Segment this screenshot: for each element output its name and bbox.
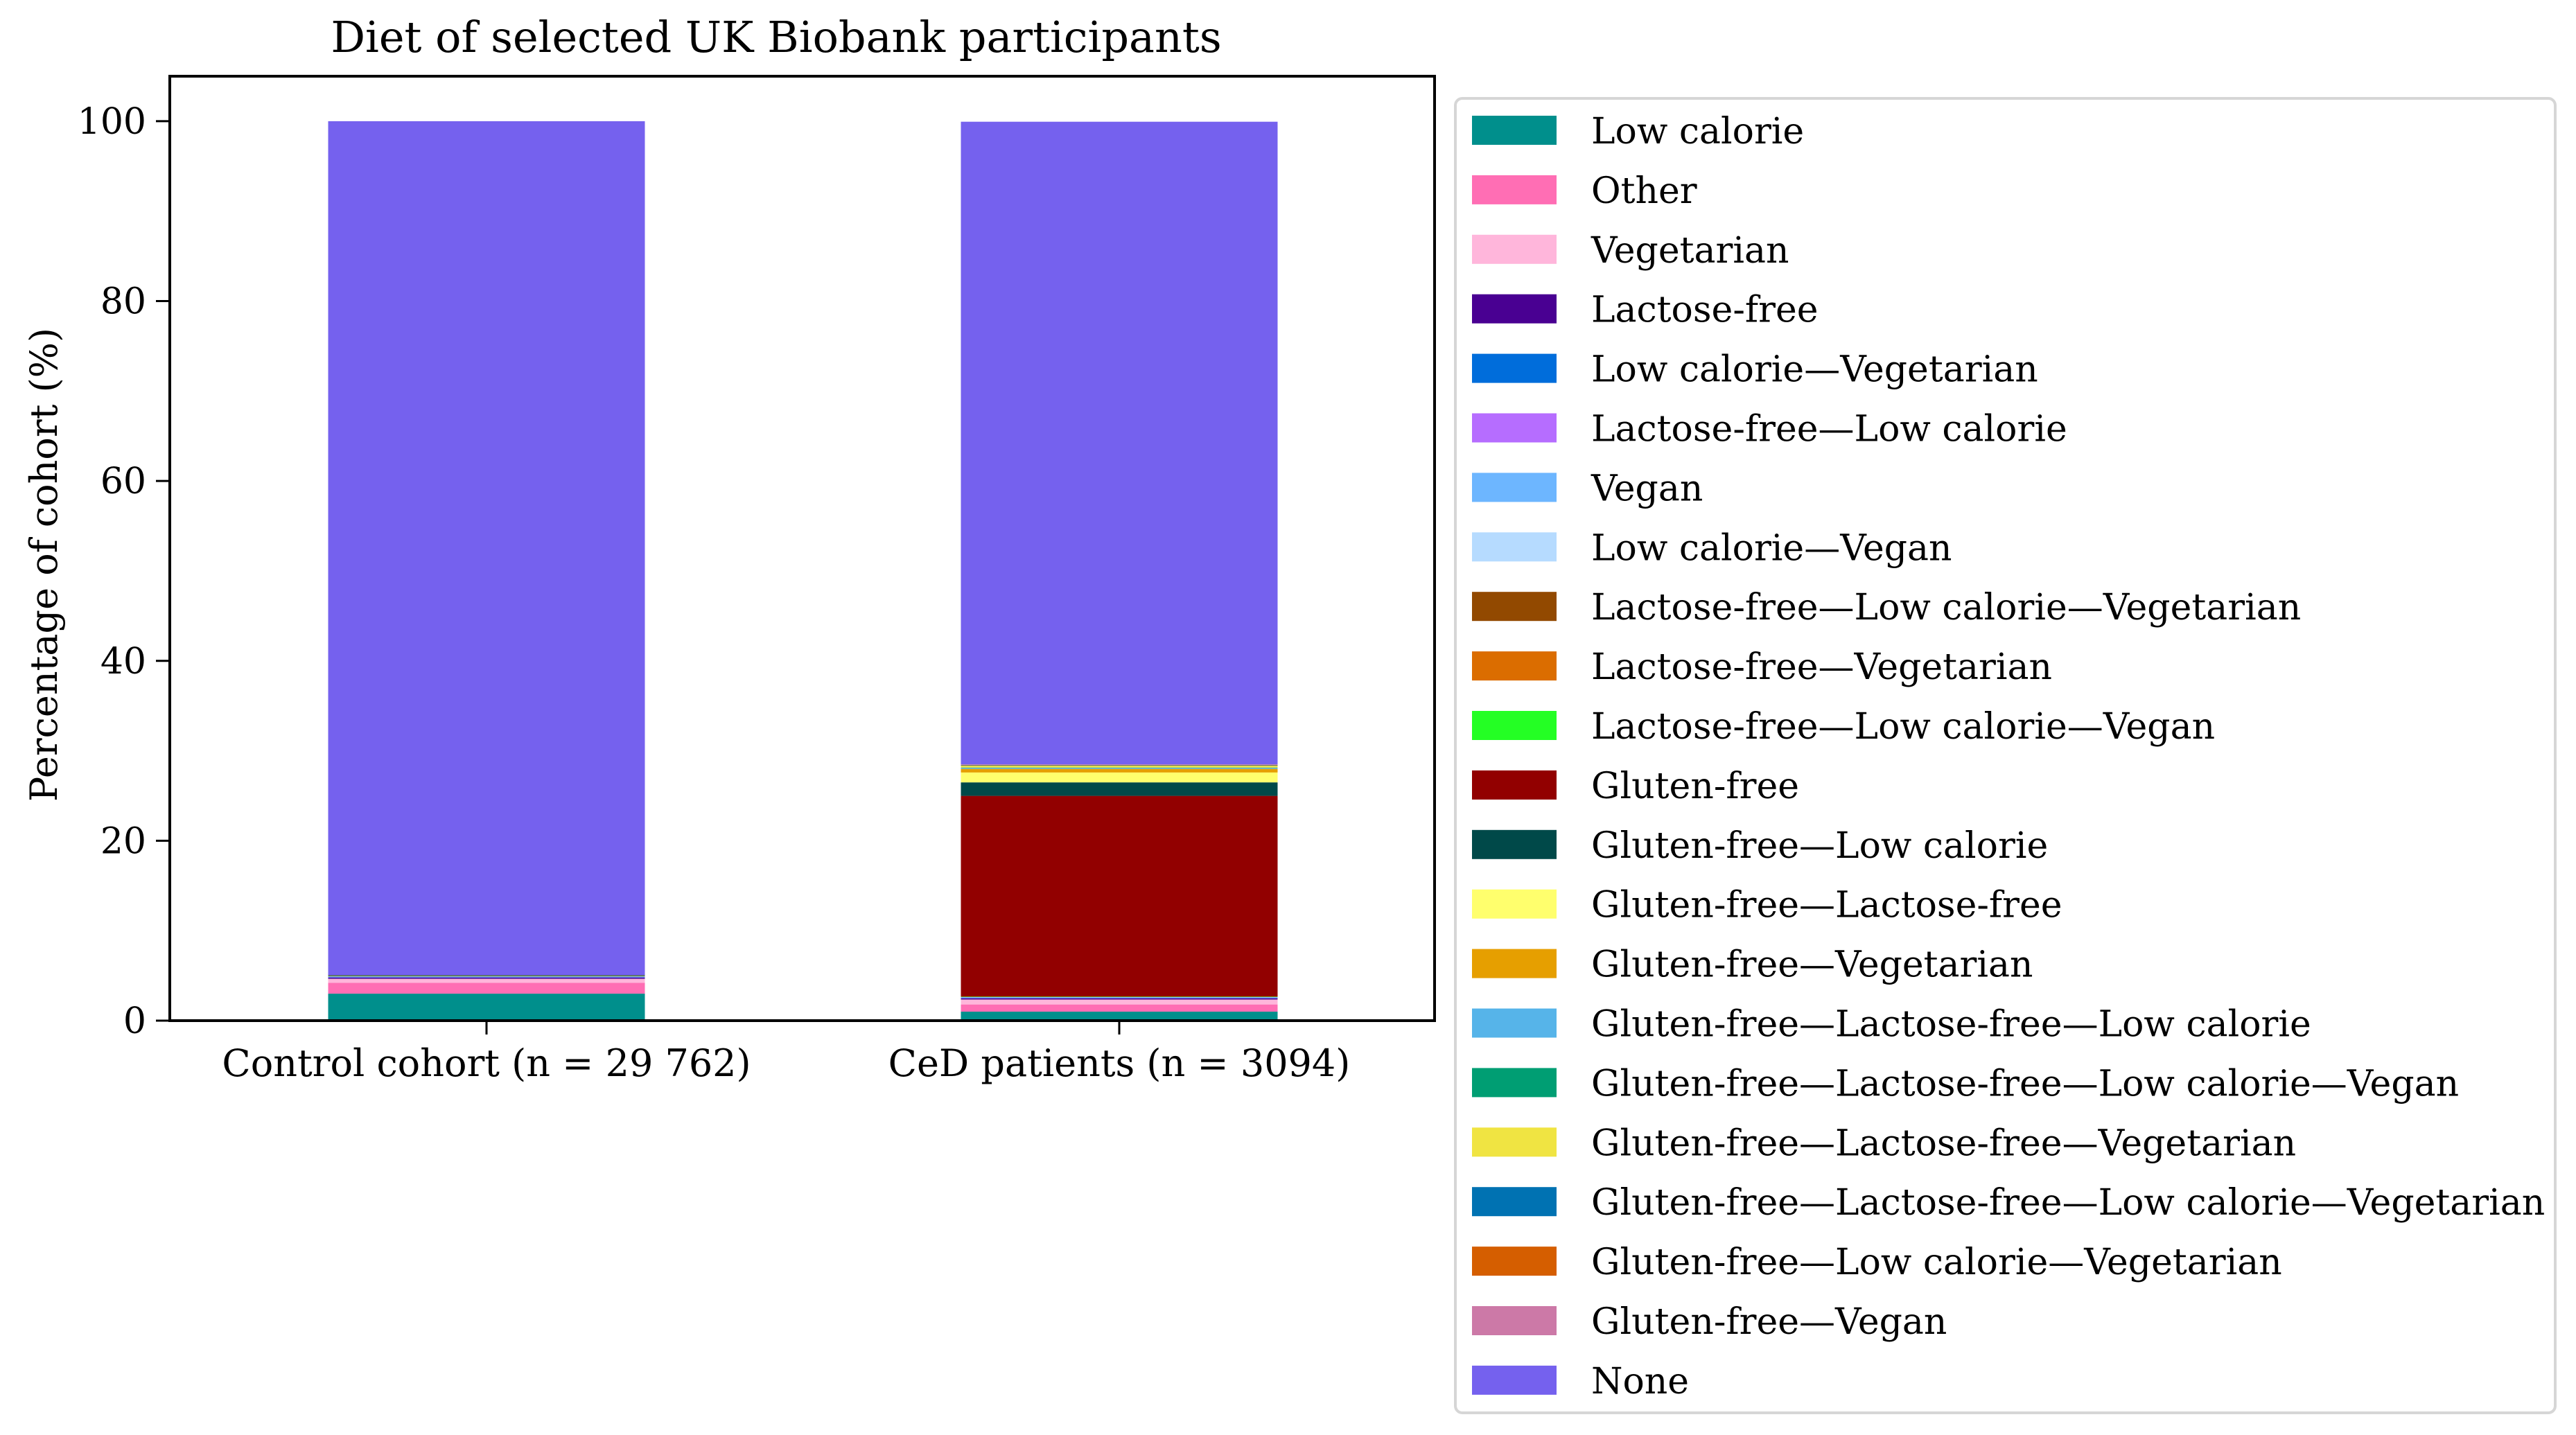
legend-swatch-2 [1472, 234, 1557, 264]
legend-label-4: Low calorie—Vegetarian [1591, 349, 2038, 391]
legend-label-14: Gluten-free—Vegetarian [1591, 944, 2033, 986]
y-axis-label: Percentage of cohort (%) [22, 328, 66, 802]
legend-frame [1454, 97, 2557, 1414]
legend: Low calorie Other Vegetarian Lactose-free Lo… [1454, 97, 2557, 1414]
bar-segment-1-3 [961, 998, 1278, 1000]
bar-segment-1-0 [961, 1012, 1278, 1021]
legend-label-6: Vegan [1591, 468, 1703, 509]
legend-swatch-4 [1472, 353, 1557, 383]
legend-swatch-1 [1472, 175, 1557, 204]
bar-segment-1-18 [961, 765, 1278, 766]
legend-label-13: Gluten-free—Lactose-free [1591, 885, 2062, 926]
legend-label-12: Gluten-free—Low calorie [1591, 825, 2048, 867]
legend-swatch-20 [1472, 1306, 1557, 1335]
bar-segment-1-19 [961, 764, 1278, 766]
legend-label-20: Gluten-free—Vegan [1591, 1301, 1947, 1343]
bar-segment-1-6 [961, 996, 1278, 998]
bar-segment-1-10 [961, 996, 1278, 997]
bar-segment-0-5 [328, 977, 645, 978]
bar-segment-0-1 [328, 983, 645, 994]
y-tick-label-0: 0 [123, 1001, 146, 1042]
bar-segment-0-8 [328, 976, 645, 977]
y-tick-label-4: 80 [100, 281, 146, 323]
bar-segment-1-21 [961, 121, 1278, 765]
legend-swatch-3 [1472, 294, 1557, 324]
bar-segment-1-20 [961, 764, 1278, 765]
x-tick-label-1: CeD patients (n = 3094) [888, 1041, 1351, 1085]
chart-title: Diet of selected UK Biobank participants [331, 12, 1221, 62]
legend-swatch-6 [1472, 473, 1557, 502]
x-tick-label-0: Control cohort (n = 29 762) [222, 1041, 751, 1085]
legend-label-18: Gluten-free—Lactose-free—Low calorie—Veg… [1591, 1182, 2545, 1224]
legend-swatch-15 [1472, 1008, 1557, 1038]
bar-segment-0-21 [328, 121, 645, 976]
bar-segment-1-13 [961, 772, 1278, 783]
legend-swatch-0 [1472, 116, 1557, 145]
bar-segment-1-1 [961, 1004, 1278, 1012]
bar-segment-0-12 [328, 975, 645, 976]
legend-swatch-11 [1472, 770, 1557, 800]
legend-label-2: Vegetarian [1591, 230, 1789, 272]
x-axis: Control cohort (n = 29 762) CeD patients … [222, 1021, 1350, 1085]
legend-label-5: Lactose-free—Low calorie [1591, 409, 2067, 450]
legend-label-0: Low calorie [1591, 111, 1804, 152]
bar-segment-0-2 [328, 978, 645, 983]
legend-label-7: Low calorie—Vegan [1591, 527, 1952, 569]
legend-swatch-10 [1472, 711, 1557, 740]
bar-segment-0-4 [328, 977, 645, 978]
legend-label-3: Lactose-free [1591, 290, 1819, 331]
legend-label-10: Lactose-free—Low calorie—Vegan [1591, 706, 2215, 748]
legend-label-8: Lactose-free—Low calorie—Vegetarian [1591, 587, 2301, 628]
legend-swatch-12 [1472, 829, 1557, 859]
legend-label-11: Gluten-free [1591, 766, 1799, 807]
bar-segment-0-6 [328, 976, 645, 978]
legend-label-16: Gluten-free—Lactose-free—Low calorie—Veg… [1591, 1063, 2459, 1104]
bar-segment-1-17 [961, 766, 1278, 768]
bar-segment-1-8 [961, 996, 1278, 997]
bar-segment-1-11 [961, 795, 1278, 997]
legend-swatch-16 [1472, 1068, 1557, 1098]
legend-label-21: None [1591, 1361, 1689, 1402]
legend-swatch-14 [1472, 949, 1557, 978]
legend-swatch-7 [1472, 532, 1557, 562]
y-tick-label-1: 20 [100, 820, 146, 862]
bars-group [328, 121, 1278, 1021]
legend-swatch-13 [1472, 889, 1557, 919]
legend-swatch-21 [1472, 1365, 1557, 1395]
legend-swatch-17 [1472, 1127, 1557, 1157]
y-tick-label-3: 60 [100, 461, 146, 502]
bar-segment-0-3 [328, 978, 645, 979]
legend-swatch-8 [1472, 592, 1557, 622]
legend-label-17: Gluten-free—Lactose-free—Vegetarian [1591, 1123, 2296, 1164]
plot-frame [168, 75, 1436, 1022]
legend-swatch-9 [1472, 651, 1557, 681]
legend-swatch-5 [1472, 413, 1557, 443]
legend-label-1: Other [1591, 170, 1697, 212]
legend-label-15: Gluten-free—Lactose-free—Low calorie [1591, 1004, 2311, 1046]
y-axis: 0 20 40 60 80 100 [78, 101, 170, 1042]
bar-segment-1-12 [961, 782, 1278, 796]
bar-segment-1-2 [961, 999, 1278, 1005]
y-tick-label-5: 100 [78, 101, 146, 143]
legend-swatch-18 [1472, 1187, 1557, 1217]
bar-segment-0-0 [328, 994, 645, 1021]
legend-label-9: Lactose-free—Vegetarian [1591, 646, 2052, 688]
bar-segment-1-14 [961, 768, 1278, 773]
legend-swatch-19 [1472, 1247, 1557, 1276]
y-tick-label-2: 40 [100, 641, 146, 683]
legend-label-19: Gluten-free—Low calorie—Vegetarian [1591, 1242, 2282, 1283]
